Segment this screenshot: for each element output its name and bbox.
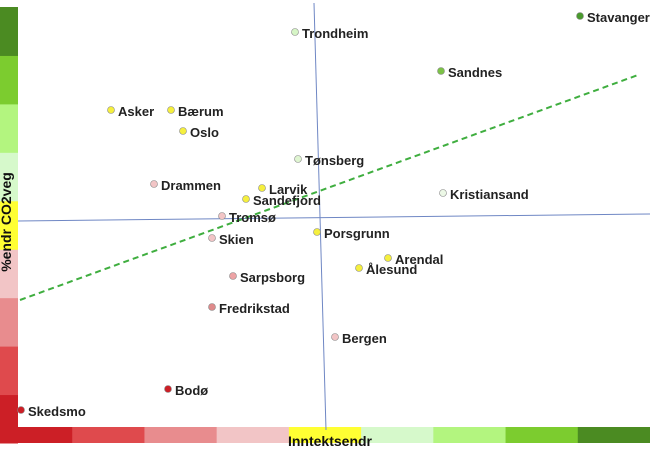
data-label: Sandefjord [253, 193, 321, 208]
data-labels: Stavanger Trondheim Sandnes Asker Bærum Oslo T… [28, 10, 650, 419]
data-point [439, 189, 447, 197]
x-scale-segment [0, 427, 73, 443]
data-point [291, 28, 299, 36]
x-scale-segment [72, 427, 145, 443]
data-label: Arendal [395, 252, 443, 267]
x-scale-segment [577, 427, 650, 443]
y-scale-segment [0, 7, 18, 56]
vertical-axis-line [313, 2, 327, 431]
data-point [355, 264, 363, 272]
data-point [242, 195, 250, 203]
data-label: Oslo [190, 125, 219, 140]
data-point [208, 303, 216, 311]
data-label: Bodø [175, 383, 208, 398]
data-point [294, 155, 302, 163]
y-scale-segment [0, 346, 18, 396]
data-label: Drammen [161, 178, 221, 193]
data-label: Trondheim [302, 26, 368, 41]
x-scale-segment [433, 427, 507, 443]
data-label: Porsgrunn [324, 226, 390, 241]
data-point [229, 272, 237, 280]
data-label: Ålesund [366, 262, 417, 277]
data-label: Kristiansand [450, 187, 529, 202]
data-label: Tønsberg [305, 153, 364, 168]
x-scale-segment [288, 427, 362, 443]
data-point [437, 67, 445, 75]
data-point [218, 212, 226, 220]
data-label: Fredrikstad [219, 301, 290, 316]
data-point [208, 234, 216, 242]
data-point [164, 385, 172, 393]
data-point [313, 228, 321, 236]
y-scale-segment [0, 200, 18, 250]
y-scale-segment [0, 152, 18, 202]
data-label: Sarpsborg [240, 270, 305, 285]
x-scale-segment [361, 427, 434, 443]
data-point [331, 333, 339, 341]
data-label: Skedsmo [28, 404, 86, 419]
data-label: Tromsø [229, 210, 276, 225]
data-points [17, 12, 584, 414]
data-label: Bergen [342, 331, 387, 346]
data-point [179, 127, 187, 135]
data-point [576, 12, 584, 20]
data-point [17, 406, 25, 414]
data-label: Asker [118, 104, 154, 119]
x-scale-segment [144, 427, 218, 443]
data-label: Stavanger [587, 10, 650, 25]
data-point [167, 106, 175, 114]
data-point [107, 106, 115, 114]
data-label: Skien [219, 232, 254, 247]
data-point [150, 180, 158, 188]
y-axis-title: %endr CO2veg [0, 172, 14, 272]
x-color-scale [0, 427, 650, 443]
y-scale-segment [0, 103, 18, 153]
x-scale-segment [505, 427, 579, 443]
data-label: Bærum [178, 104, 224, 119]
x-axis-title: Inntektsendr [288, 433, 373, 449]
data-label: Larvik [269, 182, 308, 197]
data-label: Sandnes [448, 65, 502, 80]
y-scale-segment [0, 55, 18, 105]
y-scale-segment [0, 249, 18, 299]
y-color-scale [0, 7, 18, 444]
data-point [258, 184, 266, 192]
horizontal-axis-line [17, 213, 650, 222]
x-scale-segment [216, 427, 290, 443]
data-point [384, 254, 392, 262]
y-scale-segment [0, 297, 18, 347]
